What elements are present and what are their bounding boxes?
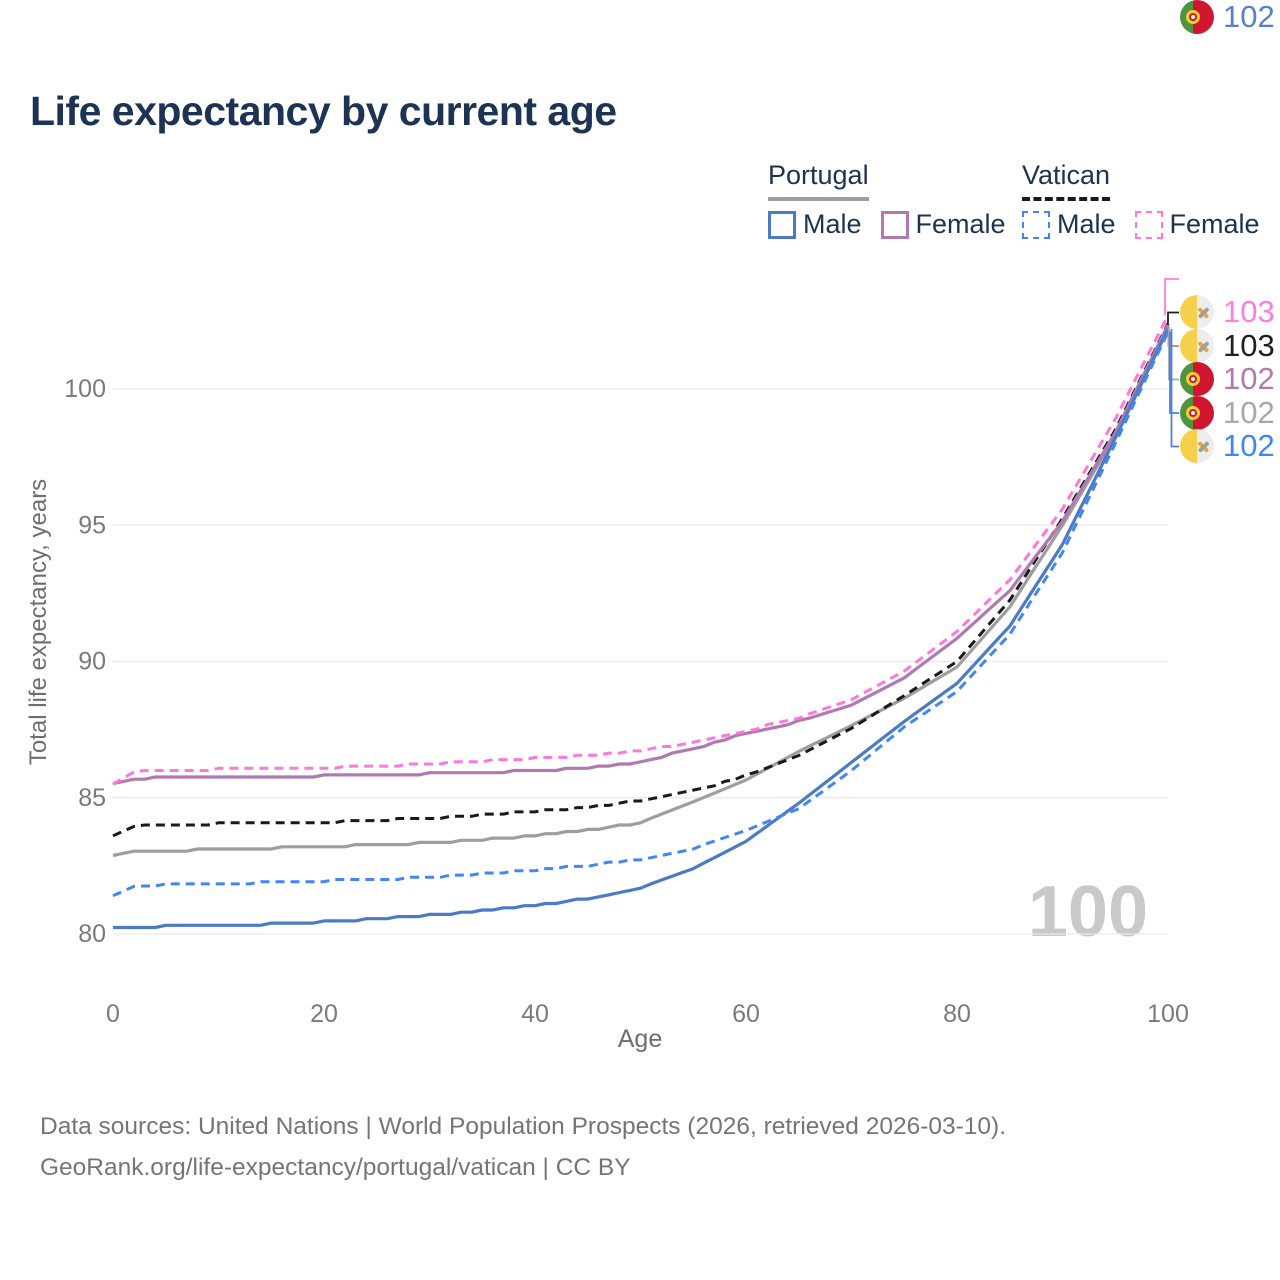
y-tick-label-90: 90 — [78, 648, 106, 676]
endpoint-value: 102 — [1223, 0, 1275, 34]
endpoint-label-vatican-male: 102 — [1180, 429, 1275, 463]
endpoint-value: 103 — [1223, 294, 1275, 329]
legend-item-portugal-female[interactable]: Female — [880, 209, 1006, 240]
x-tick-label-60: 60 — [732, 1000, 760, 1028]
legend-swatch-portugal-male[interactable] — [768, 210, 796, 239]
legend-swatch-vatican-male[interactable] — [1022, 210, 1050, 239]
age-watermark: 100 — [1028, 872, 1148, 952]
y-axis-title: Total life expectancy, years — [25, 479, 52, 765]
series-line-portugal-total[interactable] — [112, 326, 1170, 858]
x-tick-label-100: 100 — [1147, 1000, 1189, 1028]
legend-country-vatican: Vatican — [1022, 160, 1111, 201]
callout-connector-vatican-female — [1164, 278, 1179, 316]
y-tick-label-100: 100 — [64, 375, 106, 403]
series-line-portugal-female[interactable] — [112, 324, 1170, 786]
series-line-vatican-total[interactable] — [112, 322, 1170, 838]
callout-connector-portugal-total — [1168, 327, 1179, 381]
legend-label-portugal-male: Male — [803, 209, 862, 239]
endpoint-label-portugal-female: 102 — [1180, 362, 1275, 396]
portugal-flag-icon — [1180, 396, 1214, 430]
series-line-vatican-female[interactable] — [112, 314, 1170, 786]
legend-item-vatican-female[interactable]: Female — [1134, 209, 1260, 240]
legend-country-portugal: Portugal — [768, 160, 869, 201]
legend-items-vatican: Male Female — [1022, 209, 1260, 240]
legend-swatch-vatican-female[interactable] — [1134, 210, 1163, 239]
portugal-flag-icon — [1180, 362, 1214, 396]
legend-group-vatican: Vatican Male Female — [1022, 160, 1260, 240]
legend-swatch-portugal-female[interactable] — [880, 210, 909, 239]
y-tick-label-85: 85 — [78, 784, 106, 812]
endpoint-label-vatican-female: 103 — [1180, 295, 1275, 329]
legend-item-vatican-male[interactable]: Male — [1022, 209, 1116, 240]
endpoint-label-vatican-total: 103 — [1180, 329, 1275, 363]
callout-connector-vatican-total — [1167, 311, 1179, 324]
x-tick-label-20: 20 — [310, 1000, 338, 1028]
legend-label-vatican-female: Female — [1169, 209, 1260, 239]
callout-connector-portugal-male — [1170, 329, 1179, 448]
x-tick-label-40: 40 — [521, 1000, 549, 1028]
callout-connector-vatican-male — [1169, 331, 1179, 414]
endpoint-value: 102 — [1223, 395, 1275, 430]
endpoint-value: 103 — [1223, 328, 1275, 363]
endpoint-label-portugal-male: 102 — [1180, 0, 1275, 34]
y-tick-label-80: 80 — [78, 920, 106, 948]
legend-items-portugal: Male Female — [768, 209, 1006, 240]
footer-sources: Data sources: United Nations | World Pop… — [40, 1113, 1007, 1140]
footer-attribution: GeoRank.org/life-expectancy/portugal/vat… — [40, 1154, 631, 1181]
x-tick-label-80: 80 — [943, 1000, 971, 1028]
vatican-flag-icon — [1180, 329, 1214, 363]
legend-label-portugal-female: Female — [915, 209, 1006, 239]
x-axis-title: Age — [618, 1025, 662, 1053]
portugal-flag-icon — [1180, 0, 1214, 34]
vatican-flag-icon — [1180, 429, 1214, 463]
endpoint-label-portugal-total: 102 — [1180, 396, 1275, 430]
legend-group-portugal: Portugal Male Female — [768, 160, 1006, 240]
page-title: Life expectancy by current age — [30, 88, 617, 134]
endpoint-value: 102 — [1223, 428, 1275, 463]
endpoint-value: 102 — [1223, 361, 1275, 396]
vatican-flag-icon — [1180, 295, 1214, 329]
series-line-vatican-male[interactable] — [112, 331, 1170, 898]
x-tick-label-0: 0 — [106, 1000, 120, 1028]
legend-item-portugal-male[interactable]: Male — [768, 209, 862, 240]
legend-label-vatican-male: Male — [1057, 209, 1116, 239]
footer: Data sources: United Nations | World Pop… — [40, 1106, 1006, 1188]
series-line-portugal-male[interactable] — [113, 328, 1170, 930]
y-tick-label-95: 95 — [78, 511, 106, 539]
